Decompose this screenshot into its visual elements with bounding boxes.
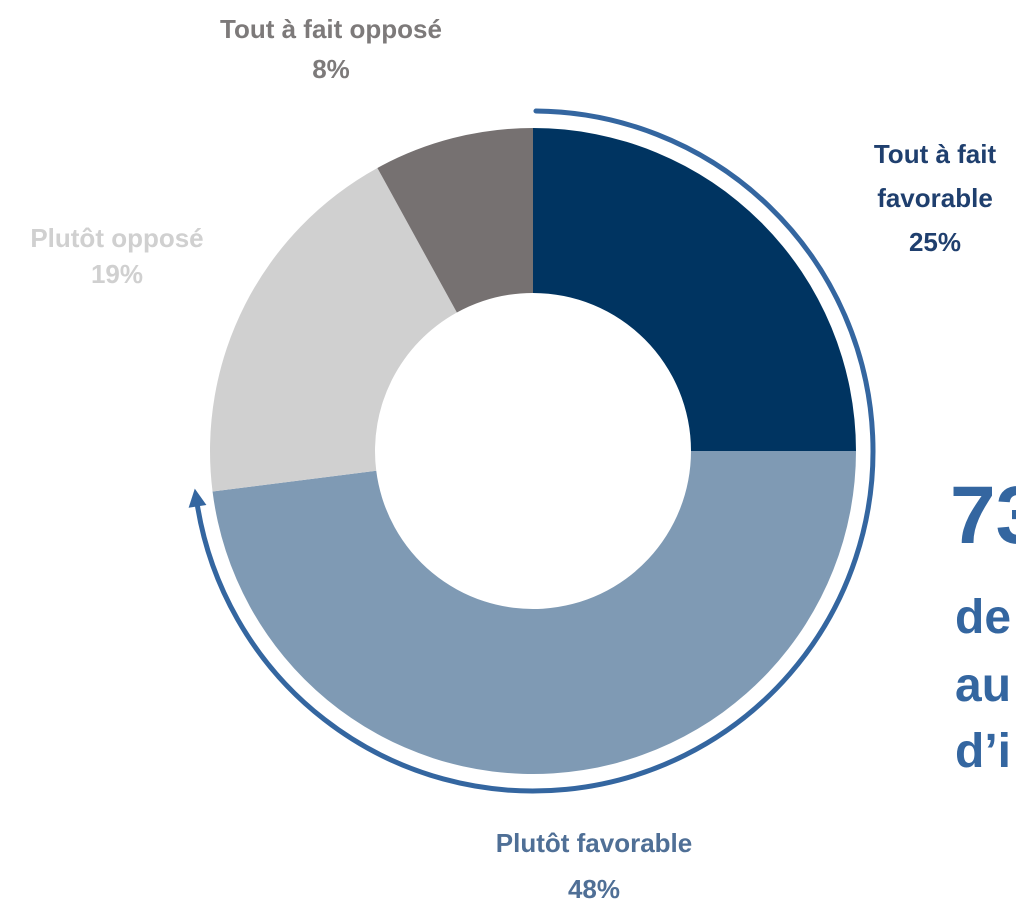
slice-label-0-0: Tout à fait xyxy=(874,139,997,169)
slice-tout-fait-favorable xyxy=(533,128,856,451)
favorable-share-arrowhead xyxy=(188,488,207,508)
slice-label-2-0: Plutôt opposé xyxy=(30,223,203,253)
slice-labels: Tout à fait favorable 25% Plutôt favorable 4… xyxy=(30,14,996,902)
highlight-value: 73 xyxy=(950,470,1016,561)
highlight-text-line-2: au xyxy=(955,659,1011,712)
highlight-text-line-3: d’i xyxy=(955,725,1011,778)
slice-plut-t-favorable xyxy=(212,451,857,775)
slice-plut-t-oppos- xyxy=(210,167,457,492)
donut-slices xyxy=(210,128,857,775)
slice-label-3-0: Tout à fait opposé xyxy=(220,14,442,44)
slice-tout-fait-oppos- xyxy=(377,128,533,313)
slice-value-1-1: 48% xyxy=(568,874,620,902)
slice-value-2-1: 19% xyxy=(91,259,143,289)
slice-label-1-0: Plutôt favorable xyxy=(496,828,692,858)
slice-label-0-1: favorable xyxy=(877,183,993,213)
favorable-share-arc xyxy=(194,108,876,794)
highlight-text-line-1: de xyxy=(955,591,1011,644)
slice-value-0-2: 25% xyxy=(909,227,961,257)
slice-value-3-1: 8% xyxy=(312,54,350,84)
